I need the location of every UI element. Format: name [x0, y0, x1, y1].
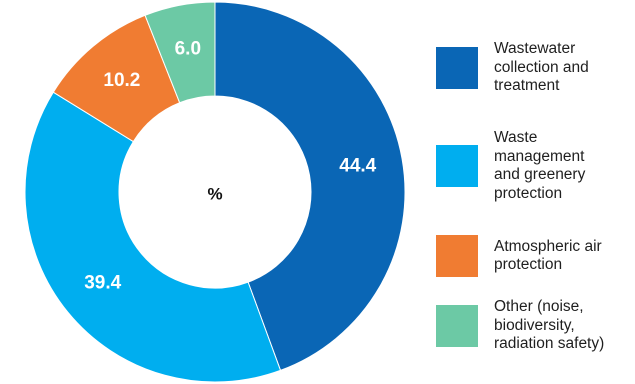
slice-value-label: 10.2 — [103, 70, 140, 91]
center-label: % — [207, 184, 222, 203]
legend-swatch — [436, 47, 478, 89]
donut-chart: 44.4 39.4 10.2 6.0 % — [24, 1, 406, 383]
donut-slice — [144, 1, 216, 104]
legend-swatch — [436, 145, 478, 187]
slice-value-label: 6.0 — [175, 39, 201, 60]
legend-label: Wastewater collection and treatment — [494, 40, 589, 95]
legend-swatch — [436, 305, 478, 347]
legend-item: Atmospheric air protection — [436, 234, 635, 278]
legend-label: Other (noise, biodiversity, radiation sa… — [494, 298, 605, 353]
legend: Wastewater collection and treatment Wast… — [436, 0, 635, 384]
legend-item: Waste management and greenery protection — [436, 126, 635, 206]
donut-slice — [214, 1, 406, 372]
donut-slice — [24, 91, 282, 383]
donut-slices — [24, 1, 406, 383]
legend-label: Atmospheric air protection — [494, 237, 602, 274]
slice-value-label: 44.4 — [339, 156, 376, 177]
legend-label: Waste management and greenery protection — [494, 129, 586, 202]
legend-item: Other (noise, biodiversity, radiation sa… — [436, 294, 635, 358]
legend-item: Wastewater collection and treatment — [436, 38, 635, 98]
slice-value-label: 39.4 — [84, 273, 121, 294]
legend-swatch — [436, 235, 478, 277]
slice-labels: 44.4 39.4 10.2 6.0 — [84, 39, 376, 294]
